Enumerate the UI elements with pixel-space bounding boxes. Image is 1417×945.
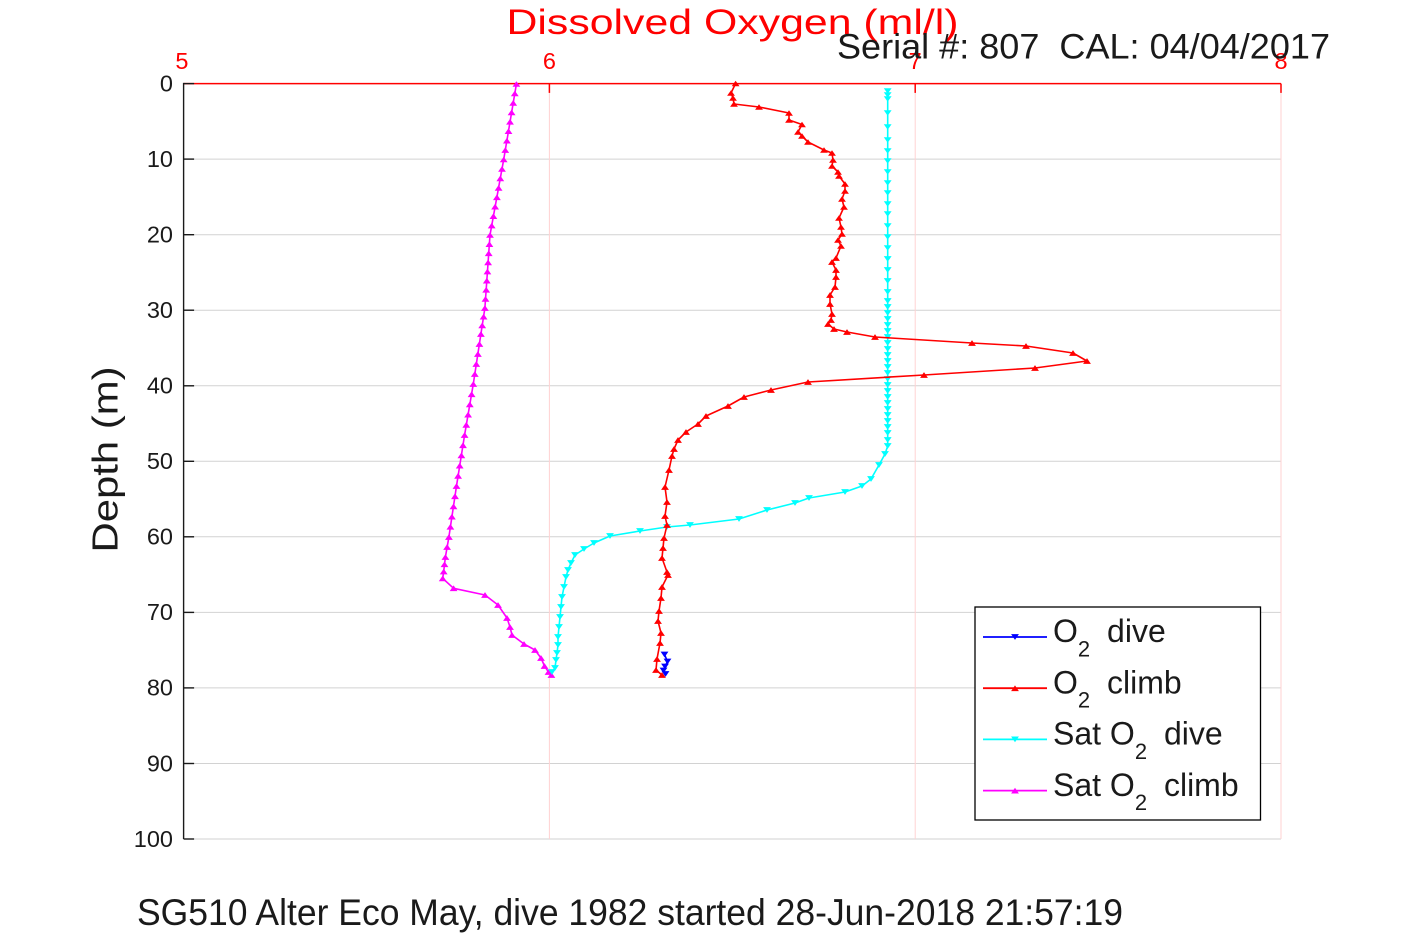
svg-text:40: 40 xyxy=(147,373,173,399)
svg-text:100: 100 xyxy=(134,826,173,852)
svg-text:30: 30 xyxy=(147,297,173,323)
svg-text:8: 8 xyxy=(1274,48,1287,74)
svg-text:10: 10 xyxy=(147,146,173,172)
svg-text:60: 60 xyxy=(147,524,173,550)
svg-text:7: 7 xyxy=(909,48,922,74)
svg-text:80: 80 xyxy=(147,675,173,701)
svg-text:Dissolved Oxygen (ml/l): Dissolved Oxygen (ml/l) xyxy=(507,3,959,42)
svg-text:0: 0 xyxy=(160,70,173,96)
svg-text:50: 50 xyxy=(147,448,173,474)
svg-text:SG510 Alter Eco May, dive 1982: SG510 Alter Eco May, dive 1982 started 2… xyxy=(137,892,1123,933)
svg-text:6: 6 xyxy=(543,48,556,74)
svg-text:Depth (m): Depth (m) xyxy=(85,367,126,553)
svg-text:Serial #: 807 CAL: 04/04/2017: Serial #: 807 CAL: 04/04/2017 xyxy=(837,28,1330,67)
svg-text:90: 90 xyxy=(147,750,173,776)
svg-text:5: 5 xyxy=(175,48,188,74)
svg-text:70: 70 xyxy=(147,599,173,625)
svg-text:20: 20 xyxy=(147,222,173,248)
